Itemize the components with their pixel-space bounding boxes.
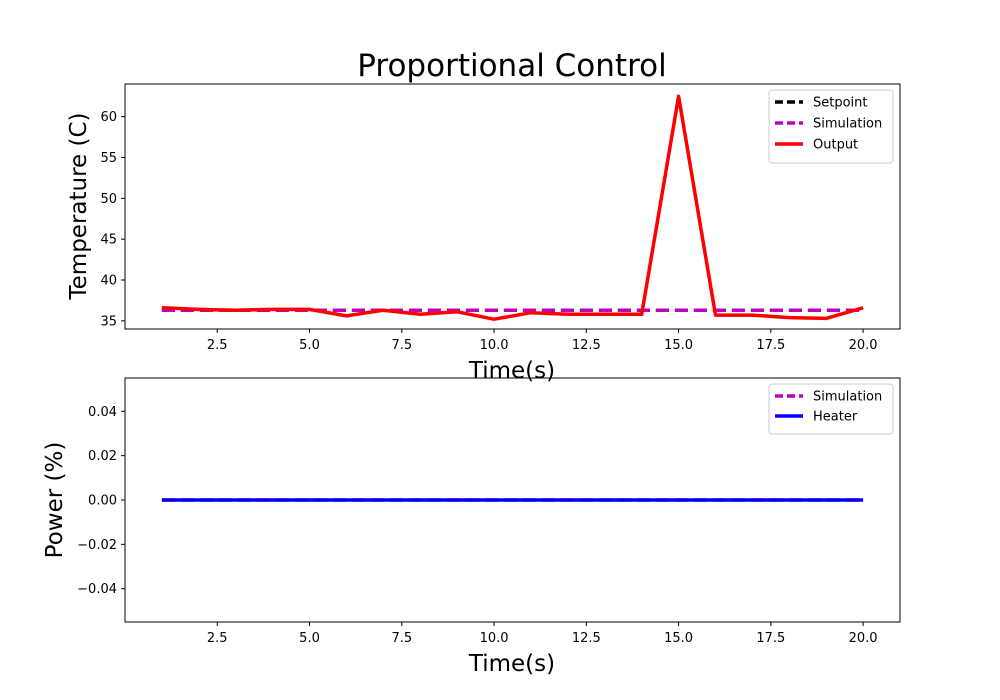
- temperature-y-tick-label: 45: [100, 233, 117, 248]
- temperature-x-ticks: 2.5 5.0 7.5 10.0 12.5 15.0 17.5 20.0: [207, 329, 878, 353]
- temperature-legend-label-simulation: Simulation: [813, 117, 882, 132]
- temperature-x-tick-label: 7.5: [391, 338, 412, 353]
- temperature-x-tick-label: 20.0: [849, 338, 878, 353]
- power-subplot: 2.5 5.0 7.5 10.0 12.5 15.0 17.5 20.0 −0.04 −0.02…: [42, 377, 901, 677]
- temperature-y-ticks: 35 40 45 50 55 60: [100, 110, 125, 329]
- temperature-y-tick-label: 60: [100, 110, 117, 125]
- power-y-tick-label: −0.02: [77, 538, 117, 553]
- temperature-x-tick-label: 12.5: [572, 338, 601, 353]
- power-x-tick-label: 5.0: [299, 631, 320, 646]
- power-x-tick-label: 10.0: [480, 631, 509, 646]
- temperature-subplot: Proportional Control 2.5 5.0 7.5 10.0 12.5 15…: [66, 48, 901, 384]
- temperature-y-tick-label: 40: [100, 274, 117, 289]
- power-y-ticks: −0.04 −0.02 0.00 0.02 0.04: [77, 405, 125, 597]
- temperature-legend-label-output: Output: [813, 138, 858, 153]
- temperature-y-tick-label: 55: [100, 151, 117, 166]
- temperature-x-tick-label: 5.0: [299, 338, 320, 353]
- power-legend-label-simulation: Simulation: [813, 390, 882, 405]
- power-legend-label-heater: Heater: [813, 410, 858, 425]
- temperature-series: [161, 94, 864, 321]
- temperature-y-axis-title: Temperature (C): [66, 112, 92, 300]
- power-y-tick-label: 0.04: [88, 405, 117, 420]
- power-x-axis-title: Time(s): [468, 651, 555, 677]
- power-x-tick-label: 7.5: [391, 631, 412, 646]
- temperature-x-tick-label: 2.5: [207, 338, 228, 353]
- temperature-x-tick-label: 15.0: [664, 338, 693, 353]
- power-x-ticks: 2.5 5.0 7.5 10.0 12.5 15.0 17.5 20.0: [207, 622, 878, 646]
- power-y-tick-label: 0.02: [88, 449, 117, 464]
- temperature-legend-label-setpoint: Setpoint: [813, 96, 868, 111]
- power-legend: Simulation Heater: [768, 383, 894, 435]
- temperature-x-tick-label: 10.0: [480, 338, 509, 353]
- temperature-x-axis-title: Time(s): [468, 358, 555, 384]
- power-y-tick-label: −0.04: [77, 582, 117, 597]
- temperature-x-tick-label: 17.5: [756, 338, 785, 353]
- power-x-tick-label: 17.5: [756, 631, 785, 646]
- temperature-y-tick-label: 35: [100, 314, 117, 329]
- temperature-y-tick-label: 50: [100, 192, 117, 207]
- power-y-tick-label: 0.00: [88, 494, 117, 509]
- temperature-legend: Setpoint Simulation Output: [768, 89, 894, 164]
- chart-title: Proportional Control: [357, 48, 666, 84]
- power-x-tick-label: 12.5: [572, 631, 601, 646]
- power-x-tick-label: 2.5: [207, 631, 228, 646]
- temperature-plot-frame: [124, 83, 901, 330]
- power-x-tick-label: 15.0: [664, 631, 693, 646]
- temperature-line-output: [161, 94, 864, 321]
- power-x-tick-label: 20.0: [849, 631, 878, 646]
- power-y-axis-title: Power (%): [42, 442, 68, 559]
